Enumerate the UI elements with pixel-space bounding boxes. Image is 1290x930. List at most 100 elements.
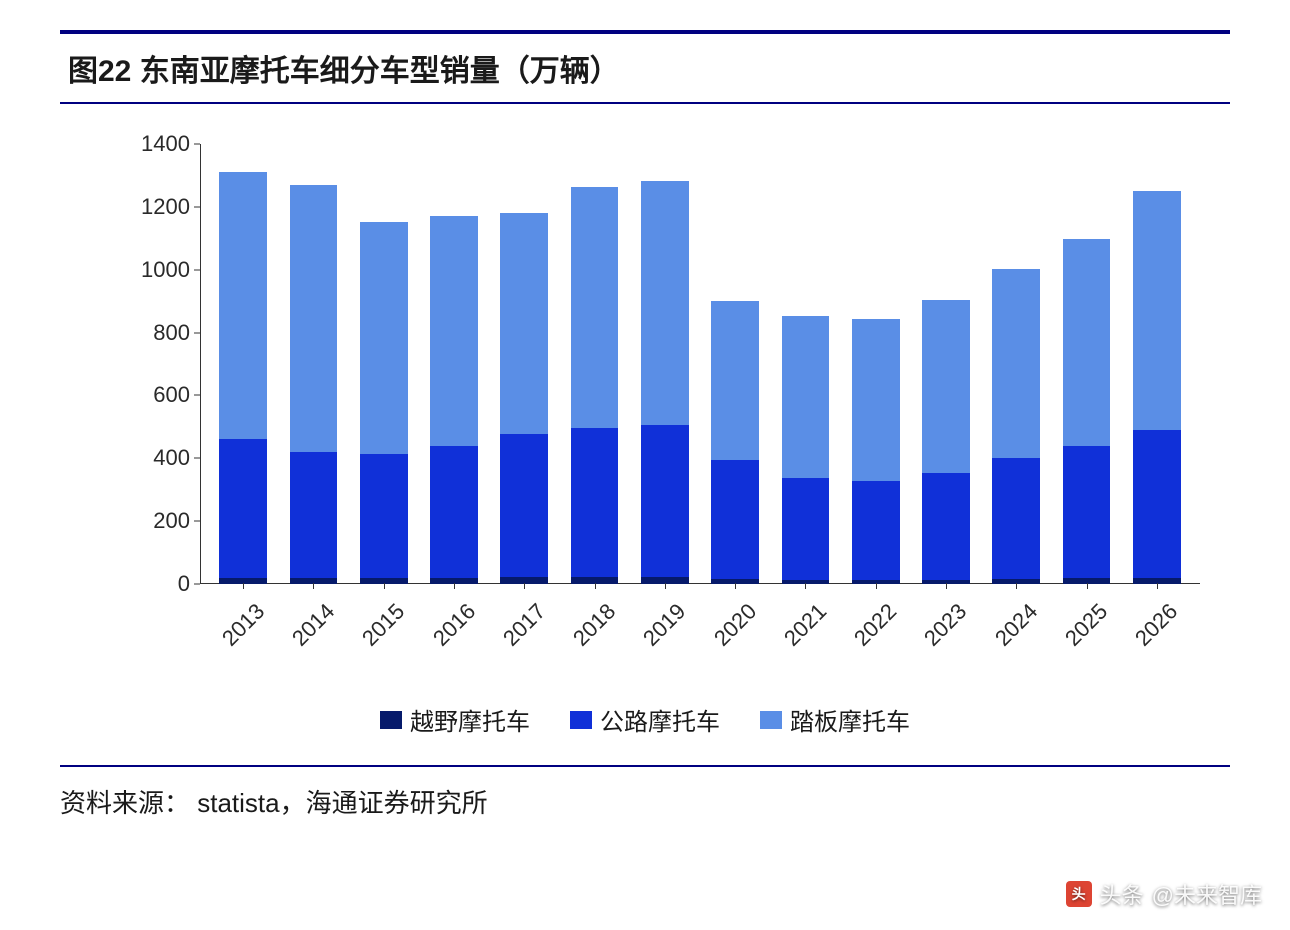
bar-group bbox=[559, 144, 629, 584]
bars-container bbox=[200, 144, 1200, 584]
x-tick-label: 2020 bbox=[700, 584, 770, 674]
x-tick-label: 2015 bbox=[349, 584, 419, 674]
bar-segment bbox=[219, 439, 267, 577]
bar-group bbox=[841, 144, 911, 584]
x-tick-label: 2016 bbox=[419, 584, 489, 674]
x-tick-mark bbox=[665, 583, 666, 589]
x-tick-label: 2025 bbox=[1051, 584, 1121, 674]
bar-segment bbox=[852, 481, 900, 580]
bar-group bbox=[349, 144, 419, 584]
x-tick-mark bbox=[313, 583, 314, 589]
legend: 越野摩托车 公路摩托车 踏板摩托车 bbox=[60, 702, 1230, 737]
legend-swatch bbox=[380, 711, 402, 729]
x-tick-mark bbox=[735, 583, 736, 589]
x-tick-mark bbox=[1087, 583, 1088, 589]
x-tick-mark bbox=[876, 583, 877, 589]
bar-segment bbox=[571, 187, 619, 427]
x-tick-label: 2014 bbox=[278, 584, 348, 674]
bar-segment bbox=[852, 319, 900, 481]
bar-segment bbox=[430, 216, 478, 445]
x-tick-mark bbox=[595, 583, 596, 589]
y-tick-label: 200 bbox=[153, 508, 190, 534]
x-tick-label: 2024 bbox=[981, 584, 1051, 674]
bar-segment bbox=[219, 172, 267, 439]
watermark-account: @未来智库 bbox=[1152, 878, 1262, 910]
bar-segment bbox=[641, 425, 689, 577]
x-tick-label: 2018 bbox=[559, 584, 629, 674]
bar-segment bbox=[711, 301, 759, 460]
bar-segment bbox=[360, 454, 408, 578]
y-tick-label: 400 bbox=[153, 445, 190, 471]
bar-segment bbox=[430, 446, 478, 578]
legend-swatch bbox=[760, 711, 782, 729]
bar-group bbox=[700, 144, 770, 584]
bar-segment bbox=[290, 185, 338, 452]
bar-segment bbox=[1063, 446, 1111, 578]
y-tick-label: 1200 bbox=[141, 194, 190, 220]
legend-item: 公路摩托车 bbox=[570, 702, 720, 737]
plot-area bbox=[200, 144, 1200, 584]
bar-segment bbox=[500, 213, 548, 435]
legend-swatch bbox=[570, 711, 592, 729]
x-tick-label: 2021 bbox=[770, 584, 840, 674]
bar-group bbox=[981, 144, 1051, 584]
y-tick-label: 1400 bbox=[141, 131, 190, 157]
bar-segment bbox=[782, 478, 830, 580]
y-axis: 0200400600800100012001400 bbox=[120, 144, 200, 584]
bar-segment bbox=[641, 181, 689, 425]
x-tick-mark bbox=[243, 583, 244, 589]
y-tick-label: 600 bbox=[153, 382, 190, 408]
bar-segment bbox=[571, 428, 619, 577]
legend-label: 踏板摩托车 bbox=[790, 702, 910, 737]
source-value: statista，海通证券研究所 bbox=[197, 788, 487, 818]
x-tick-mark bbox=[384, 583, 385, 589]
x-tick-label: 2022 bbox=[841, 584, 911, 674]
bar-segment bbox=[782, 316, 830, 478]
y-tick-label: 800 bbox=[153, 320, 190, 346]
bar-group bbox=[630, 144, 700, 584]
bar-segment bbox=[922, 300, 970, 473]
bar-segment bbox=[922, 473, 970, 580]
x-tick-mark bbox=[524, 583, 525, 589]
bar-group bbox=[770, 144, 840, 584]
bar-segment bbox=[992, 458, 1040, 579]
bar-group bbox=[489, 144, 559, 584]
legend-item: 越野摩托车 bbox=[380, 702, 530, 737]
bar-segment bbox=[1133, 191, 1181, 430]
bar-segment bbox=[1133, 430, 1181, 578]
x-axis-labels: 2013201420152016201720182019202020212022… bbox=[200, 584, 1200, 674]
x-tick-label: 2017 bbox=[489, 584, 559, 674]
bar-segment bbox=[500, 434, 548, 577]
x-tick-mark bbox=[1016, 583, 1017, 589]
legend-label: 公路摩托车 bbox=[600, 702, 720, 737]
source-block: 资料来源： statista，海通证券研究所 bbox=[60, 765, 1230, 820]
bar-group bbox=[1051, 144, 1121, 584]
bar-group bbox=[208, 144, 278, 584]
bar-segment bbox=[711, 460, 759, 579]
x-tick-label: 2023 bbox=[911, 584, 981, 674]
chart-title-block: 图22 东南亚摩托车细分车型销量（万辆） bbox=[60, 30, 1230, 104]
chart-title: 图22 东南亚摩托车细分车型销量（万辆） bbox=[68, 46, 1222, 90]
y-tick-label: 1000 bbox=[141, 257, 190, 283]
watermark-logo-icon: 头 bbox=[1066, 881, 1092, 907]
watermark-prefix: 头条 bbox=[1100, 878, 1144, 910]
bar-segment bbox=[360, 222, 408, 455]
legend-item: 踏板摩托车 bbox=[760, 702, 910, 737]
source-label: 资料来源： bbox=[60, 788, 190, 818]
x-tick-mark bbox=[805, 583, 806, 589]
x-tick-label: 2013 bbox=[208, 584, 278, 674]
bar-group bbox=[1122, 144, 1192, 584]
bar-segment bbox=[1063, 239, 1111, 446]
x-tick-label: 2026 bbox=[1122, 584, 1192, 674]
bar-group bbox=[419, 144, 489, 584]
x-tick-mark bbox=[946, 583, 947, 589]
watermark: 头 头条 @未来智库 bbox=[1066, 878, 1262, 910]
chart-area: 0200400600800100012001400 20132014201520… bbox=[120, 134, 1210, 674]
bar-group bbox=[911, 144, 981, 584]
bar-segment bbox=[290, 452, 338, 578]
x-tick-label: 2019 bbox=[630, 584, 700, 674]
y-tick-label: 0 bbox=[178, 571, 190, 597]
bar-segment bbox=[992, 269, 1040, 458]
legend-label: 越野摩托车 bbox=[410, 702, 530, 737]
bar-group bbox=[278, 144, 348, 584]
